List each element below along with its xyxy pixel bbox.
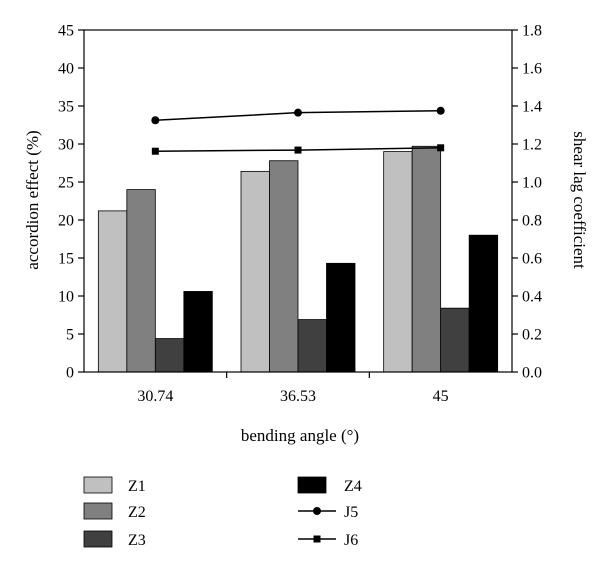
y2-tick-label: 1.4 [522,99,542,116]
x-tick-label: 30.74 [137,388,173,405]
axes: 0 5 10 15 20 25 30 35 40 45 0.0 0.2 0.4 0.6 0.8 1.0 1.2 1… [58,23,542,406]
bar-z4-36.53 [326,262,356,373]
legend-label: Z2 [128,504,146,521]
point-j6-30.74 [151,147,159,155]
bar-z3-36.53 [297,319,327,373]
plot-frame [83,29,513,373]
y-tick-label: 35 [58,99,74,116]
legend-item-j6: J6 [298,532,358,549]
y-tick-label: 5 [66,327,74,344]
y-tick-label: 10 [58,289,74,306]
y-tick-label: 0 [66,365,74,382]
y-tick-label: 45 [58,23,74,40]
point-j6-45 [437,144,445,152]
x-tick-label: 45 [433,388,449,405]
point-j5-36.53 [294,108,302,117]
legend-item-z1: Z1 [83,476,146,495]
y-axis-title: accordion effect (%) [23,130,42,269]
legend-item-j5: J5 [298,504,358,521]
bar-z4-45 [468,234,499,373]
y2-tick-label: 0.0 [522,365,542,382]
y2-tick-label: 0.2 [522,327,542,344]
bar-z3-30.74 [154,338,185,373]
bar-z4-30.74 [183,291,213,373]
point-j5-45 [436,106,445,115]
point-j5-30.74 [151,116,160,125]
y2-tick-label: 1.8 [522,23,542,40]
bar-z2-36.53 [269,160,299,373]
y-tick-label: 20 [58,213,74,230]
legend-label: Z3 [128,532,146,549]
legend-item-z2: Z2 [83,502,146,521]
legend-swatch [297,476,327,494]
point-j6-36.53 [294,146,302,154]
y-tick-label: 30 [58,137,74,154]
y2-axis-title: shear lag coefficient [570,131,589,269]
bar-z2-30.74 [126,189,156,373]
legend-label: Z4 [344,478,362,495]
y2-tick-label: 0.4 [522,289,542,306]
legend-label: Z1 [128,478,146,495]
legend: Z1 Z2 Z3 Z4 J5 J6 [83,476,362,549]
x-axis-title: bending angle (°) [241,426,359,445]
plot-area [97,106,499,373]
y2-tick-label: 0.6 [522,251,542,268]
legend-item-z3: Z3 [83,530,146,549]
y2-tick-label: 0.8 [522,213,542,230]
legend-marker [313,507,321,515]
bar-z1-30.74 [97,210,128,373]
y-tick-label: 25 [58,175,74,192]
legend-item-z4: Z4 [297,476,362,495]
y2-tick-label: 1.0 [522,175,542,192]
y-tick-label: 15 [58,251,74,268]
x-tick-label: 36.53 [280,388,316,405]
legend-label: J6 [344,532,358,549]
legend-label: J5 [344,504,358,521]
y2-tick-label: 1.2 [522,137,542,154]
y-tick-label: 40 [58,61,74,78]
legend-marker [313,535,321,543]
bar-z1-36.53 [240,170,270,373]
bar-z1-45 [383,151,413,373]
y2-tick-label: 1.6 [522,61,542,78]
legend-swatch [83,530,113,548]
bar-z2-45 [411,145,442,373]
legend-swatch [83,476,113,494]
legend-swatch [83,502,113,520]
bar-z3-45 [440,307,470,373]
